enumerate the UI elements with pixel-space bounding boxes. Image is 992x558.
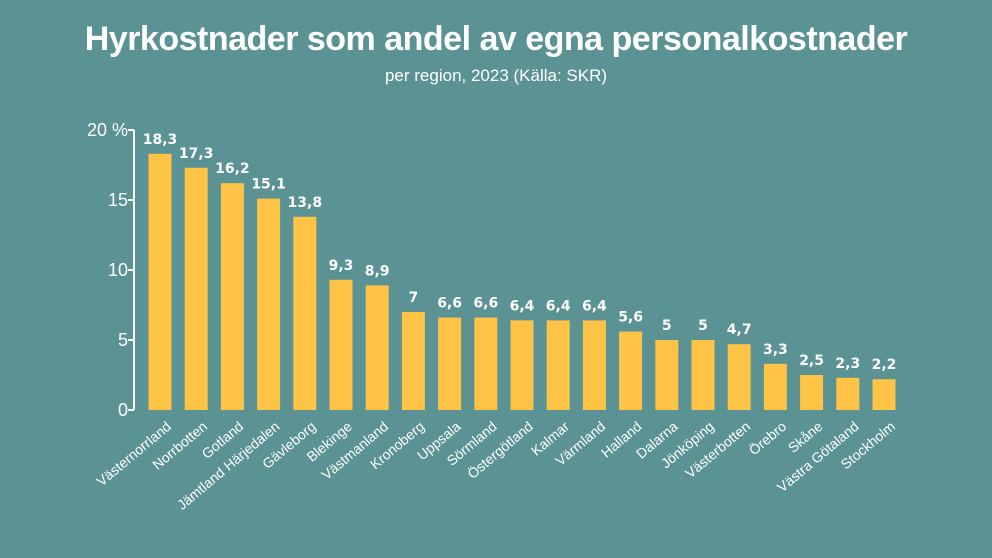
bar xyxy=(691,340,715,410)
value-label: 6,6 xyxy=(437,296,462,312)
value-label: 15,1 xyxy=(251,177,286,193)
value-labels: 18,317,316,215,113,8 9,3 8,9 7 6,6 6,6 6,4 6,4 6… xyxy=(143,132,897,373)
bar xyxy=(800,375,824,410)
value-label: 2,3 xyxy=(835,356,860,372)
bar xyxy=(836,377,860,410)
value-label: 4,7 xyxy=(727,322,752,338)
bar xyxy=(872,379,896,410)
bar xyxy=(401,312,425,410)
bar xyxy=(257,198,281,410)
bar xyxy=(438,317,462,410)
bar xyxy=(619,331,643,410)
bar xyxy=(546,320,570,410)
bar xyxy=(365,285,389,410)
bar xyxy=(655,340,679,410)
x-axis-labels: VästernorrlandNorrbottenGotlandJämtland … xyxy=(93,417,898,513)
y-tick-label: 15 xyxy=(108,190,128,210)
value-label: 2,5 xyxy=(799,353,824,369)
bar xyxy=(727,344,751,410)
value-label: 6,6 xyxy=(473,296,498,312)
value-label: 17,3 xyxy=(179,146,214,162)
value-label: 6,4 xyxy=(582,298,607,314)
value-label: 5 xyxy=(662,318,672,334)
y-tick-label: 0 xyxy=(118,400,128,420)
bar xyxy=(510,320,534,410)
y-tick-label: 10 xyxy=(108,260,128,280)
bar xyxy=(763,363,787,410)
value-label: 5 xyxy=(698,318,708,334)
value-label: 6,4 xyxy=(510,298,535,314)
value-label: 7 xyxy=(409,290,419,306)
bar xyxy=(184,167,208,410)
bar xyxy=(582,320,606,410)
value-label: 9,3 xyxy=(329,258,354,274)
bar xyxy=(148,153,172,411)
value-label: 8,9 xyxy=(365,263,390,279)
y-tick-label: 20 % xyxy=(87,120,128,140)
bar xyxy=(293,216,317,410)
value-label: 16,2 xyxy=(215,161,250,177)
bar xyxy=(474,317,498,410)
value-label: 6,4 xyxy=(546,298,571,314)
value-label: 13,8 xyxy=(288,195,323,211)
y-tick-label: 5 xyxy=(118,330,128,350)
value-label: 2,2 xyxy=(872,357,897,373)
bars xyxy=(148,153,896,411)
bar xyxy=(329,279,353,410)
value-label: 3,3 xyxy=(763,342,788,358)
value-label: 5,6 xyxy=(618,310,643,326)
chart-title: Hyrkostnader som andel av egna personalk… xyxy=(84,20,908,58)
value-label: 18,3 xyxy=(143,132,178,148)
bar xyxy=(220,183,244,410)
y-axis: 0 5 10 15 20 % xyxy=(87,120,135,420)
chart-subtitle: per region, 2023 (Källa: SKR) xyxy=(384,66,608,85)
category-label: Örebro xyxy=(745,417,789,458)
